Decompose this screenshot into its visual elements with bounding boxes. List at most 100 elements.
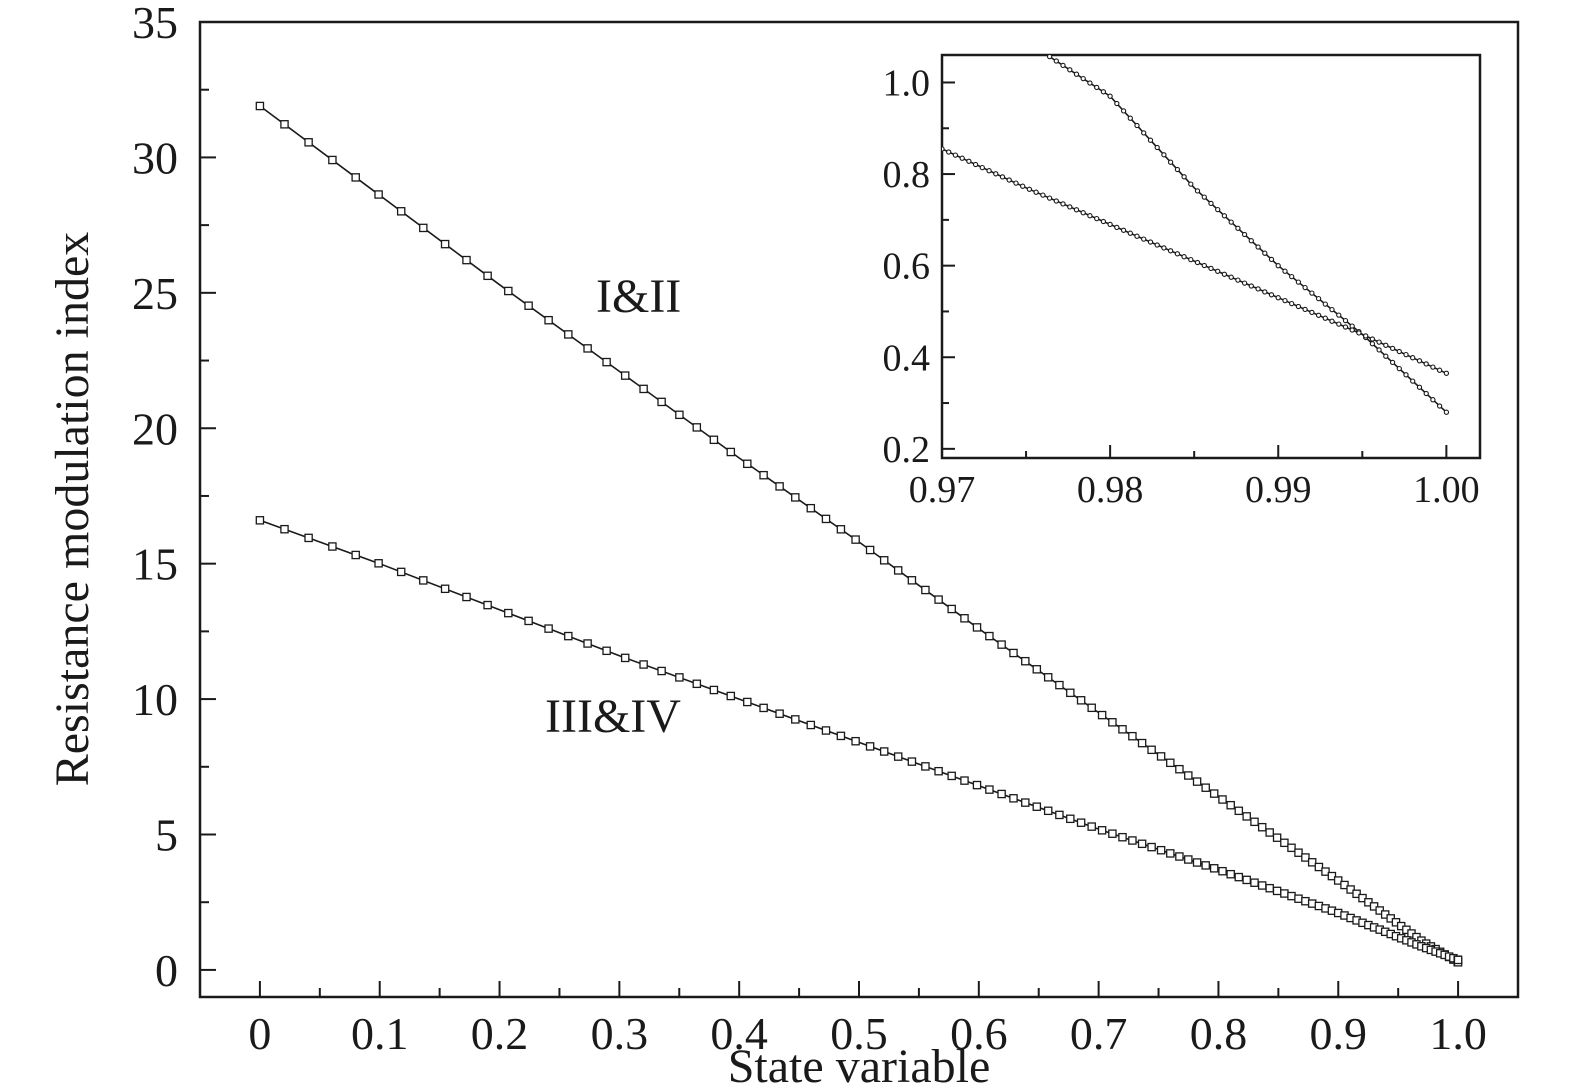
- inset-data-point: [1053, 198, 1059, 204]
- data-point: [1066, 688, 1075, 698]
- data-point: [1175, 764, 1184, 774]
- inset-data-point: [1289, 300, 1295, 307]
- data-point: [960, 614, 969, 623]
- data-point: [960, 776, 969, 785]
- inset-data-point: [1114, 100, 1120, 107]
- data-point: [1066, 814, 1075, 824]
- inset-data-point: [1040, 192, 1046, 198]
- inset-data-point: [1080, 210, 1086, 216]
- x-tick-label: 0.3: [591, 1008, 649, 1059]
- data-point: [893, 752, 903, 761]
- data-point: [255, 516, 265, 525]
- inset-data-point: [1315, 312, 1322, 318]
- inset-x-tick-label: 0.98: [1077, 469, 1144, 511]
- y-tick-label: 0: [155, 945, 178, 996]
- data-point: [1108, 718, 1117, 727]
- data-point: [1234, 806, 1244, 816]
- inset-data-point: [1215, 268, 1221, 274]
- data-point: [1327, 871, 1337, 881]
- inset-data-point: [1100, 218, 1107, 225]
- data-point: [791, 715, 800, 724]
- data-point: [1043, 806, 1053, 816]
- data-point: [865, 545, 875, 555]
- data-point: [639, 384, 648, 394]
- inset-data-point: [1282, 268, 1288, 274]
- data-point: [374, 559, 383, 568]
- inset-data-point: [1134, 233, 1140, 239]
- inset-data-point: [1067, 67, 1073, 73]
- x-tick-label: 0: [248, 1008, 271, 1059]
- data-point: [304, 138, 313, 147]
- inset-data-point: [1161, 152, 1167, 158]
- inset-data-point: [1060, 62, 1066, 69]
- data-point: [1147, 842, 1156, 852]
- x-tick-label: 1.0: [1429, 1008, 1487, 1059]
- data-point: [564, 330, 573, 339]
- data-point: [1009, 648, 1018, 658]
- inset-data-point: [1262, 289, 1268, 295]
- data-point: [1280, 838, 1289, 848]
- data-point: [462, 255, 471, 265]
- inset-data-point: [1396, 365, 1402, 372]
- inset-data-point: [1188, 256, 1194, 263]
- data-point: [821, 514, 831, 524]
- inset-data-point: [1007, 5, 1011, 9]
- inset-data-point: [1443, 370, 1450, 376]
- inset-data-point: [1383, 342, 1389, 348]
- data-point: [851, 535, 860, 544]
- inset-data-point: [1087, 80, 1093, 86]
- inset-data-point: [1241, 231, 1248, 238]
- data-point: [1055, 810, 1064, 820]
- inset-data-point: [1141, 236, 1147, 242]
- data-point: [564, 631, 573, 641]
- data-point: [440, 584, 450, 594]
- data-point: [907, 576, 917, 585]
- inset-data-point: [1208, 265, 1214, 272]
- data-point: [440, 239, 450, 249]
- inset-data-point: [1410, 378, 1416, 384]
- data-point: [675, 673, 684, 682]
- data-point: [602, 357, 611, 367]
- inset-data-point: [1403, 372, 1409, 378]
- inset-x-tick-label: 0.99: [1245, 469, 1312, 511]
- inset-data-point: [1094, 215, 1100, 222]
- inset-data-point: [1194, 188, 1201, 194]
- series-markers-i-ii: [255, 101, 1463, 967]
- data-point: [1166, 849, 1175, 858]
- data-point: [1175, 852, 1184, 861]
- inset-data-point: [1154, 242, 1160, 248]
- data-point: [947, 771, 956, 781]
- data-point: [524, 301, 533, 310]
- data-point: [1087, 822, 1096, 831]
- inset-data-point: [1295, 303, 1302, 310]
- data-point: [280, 120, 289, 129]
- inset-data-point: [1208, 200, 1214, 207]
- data-point: [1021, 656, 1030, 666]
- data-point: [419, 223, 428, 233]
- data-point: [602, 646, 611, 656]
- inset-data-point: [1147, 137, 1154, 143]
- inset-data-point: [1087, 213, 1093, 219]
- inset-data-point: [1268, 256, 1275, 263]
- data-point: [1076, 696, 1086, 705]
- inset-data-point: [946, 149, 952, 155]
- inset-data-point: [1021, 32, 1025, 36]
- data-point: [726, 691, 736, 701]
- x-tick-label: 0.4: [710, 1008, 768, 1059]
- y-tick-label: 30: [132, 132, 178, 183]
- inset-data-point: [1410, 355, 1416, 361]
- inset-data-point: [1026, 186, 1033, 192]
- data-point: [483, 600, 492, 610]
- data-point: [462, 592, 471, 602]
- data-point: [1294, 894, 1303, 903]
- inset-data-point: [1376, 339, 1382, 345]
- inset-data-point: [1248, 283, 1254, 289]
- inset-data-point: [1094, 84, 1100, 91]
- data-point: [1201, 783, 1210, 792]
- x-tick-label: 0.1: [351, 1008, 409, 1059]
- inset-data-point: [1080, 75, 1086, 82]
- data-point: [726, 447, 736, 457]
- data-point: [620, 653, 630, 663]
- data-point: [1097, 710, 1107, 720]
- inset-data-point: [1423, 361, 1429, 367]
